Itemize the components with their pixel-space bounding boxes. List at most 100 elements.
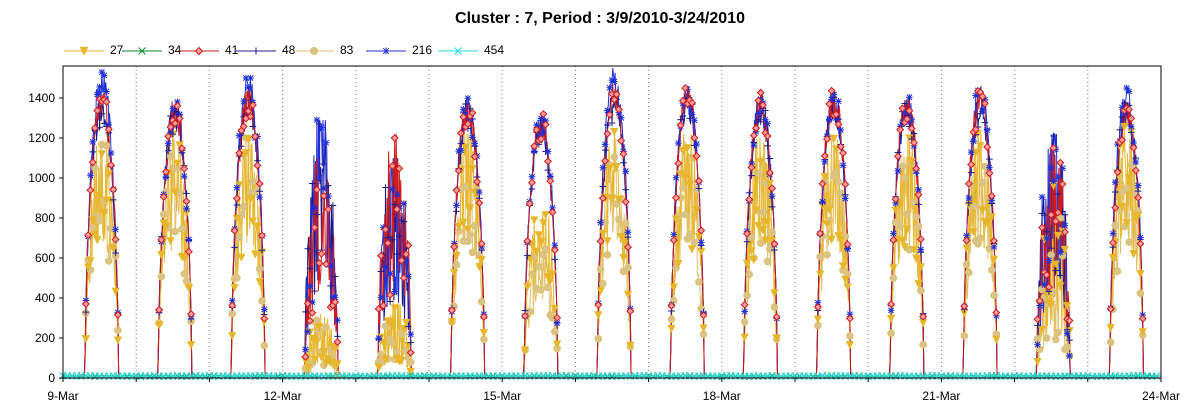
data-point: [477, 256, 486, 265]
data-point: [543, 157, 552, 166]
data-point: [479, 328, 489, 338]
data-point: [315, 174, 323, 182]
data-point: [88, 216, 97, 225]
data-point: [230, 283, 239, 293]
data-point: [91, 164, 99, 172]
data-point: [603, 251, 612, 259]
data-point: [761, 116, 769, 123]
data-point: [109, 244, 118, 254]
data-point: [694, 176, 703, 185]
data-point: [546, 176, 555, 186]
data-point: [237, 253, 246, 262]
data-point: [453, 208, 460, 215]
data-point: [763, 132, 772, 141]
data-point: [765, 168, 774, 177]
data-point: [695, 185, 703, 192]
data-point: [622, 186, 630, 194]
data-point: [377, 294, 385, 301]
data-point: [626, 307, 635, 316]
data-point: [699, 311, 708, 320]
data-point: [468, 108, 477, 117]
data-point: [315, 259, 324, 268]
data-point: [231, 244, 238, 251]
data-point: [252, 47, 260, 55]
data-point: [317, 353, 326, 362]
data-point: [381, 225, 390, 234]
data-point: [258, 231, 267, 240]
data-point: [302, 346, 309, 353]
data-point: [834, 177, 843, 186]
data-point: [461, 183, 470, 191]
data-point: [1123, 84, 1130, 92]
legend-label: 454: [484, 43, 505, 57]
data-point: [182, 197, 191, 206]
data-point: [390, 304, 399, 313]
data-point: [312, 185, 321, 194]
data-point: [617, 136, 626, 145]
legend-swatch: [438, 47, 478, 55]
legend-swatch: [179, 46, 219, 56]
data-point: [754, 96, 763, 105]
data-point: [886, 314, 896, 324]
data-point: [94, 91, 101, 98]
series-markers: [59, 68, 1161, 381]
legend-swatch: [122, 47, 162, 55]
data-point: [402, 250, 411, 259]
data-point: [983, 143, 992, 152]
data-point: [525, 199, 534, 208]
data-point: [1125, 238, 1133, 247]
data-point: [170, 188, 180, 197]
data-point: [1050, 132, 1057, 140]
data-point: [620, 159, 627, 167]
data-point: [377, 268, 385, 275]
data-point: [388, 161, 397, 170]
data-point: [308, 308, 317, 317]
data-point: [599, 164, 607, 171]
data-point: [159, 210, 168, 219]
data-point: [138, 47, 146, 55]
data-point: [759, 208, 767, 216]
data-point: [742, 259, 752, 269]
data-point: [329, 202, 337, 209]
data-point: [405, 323, 412, 330]
data-point: [681, 173, 690, 182]
data-point: [1037, 326, 1047, 335]
data-point: [828, 96, 835, 103]
data-point: [87, 171, 94, 179]
y-tick-label: 1200: [28, 131, 55, 145]
data-point: [241, 149, 251, 158]
data-point: [187, 310, 196, 319]
data-point: [540, 128, 547, 136]
data-point: [376, 251, 385, 260]
data-point: [1111, 188, 1119, 196]
data-point: [166, 152, 175, 160]
data-point: [835, 97, 842, 105]
data-point: [1066, 352, 1073, 360]
data-point: [546, 277, 555, 286]
data-point: [978, 206, 987, 215]
data-point: [523, 283, 532, 292]
axes: 0 200 400 600 800 1000 1200 1400 9-Mar 12-Mar 15-M…: [28, 65, 1180, 403]
data-point: [825, 99, 834, 108]
data-point: [543, 273, 553, 282]
data-point: [667, 315, 676, 323]
data-point: [621, 238, 630, 247]
data-point: [693, 140, 700, 148]
data-point: [96, 83, 103, 91]
data-point: [764, 142, 771, 150]
data-point: [113, 310, 122, 319]
data-point: [1111, 221, 1120, 230]
data-point: [962, 244, 971, 253]
data-point: [393, 250, 401, 258]
data-point: [382, 264, 389, 272]
data-point: [839, 162, 847, 169]
data-point: [1063, 330, 1071, 337]
data-point: [887, 307, 895, 314]
data-point: [459, 218, 468, 227]
data-point: [845, 341, 855, 350]
data-point: [816, 270, 825, 279]
data-point: [462, 100, 469, 108]
data-point: [461, 143, 470, 152]
data-point: [990, 236, 999, 245]
data-point: [175, 114, 184, 123]
